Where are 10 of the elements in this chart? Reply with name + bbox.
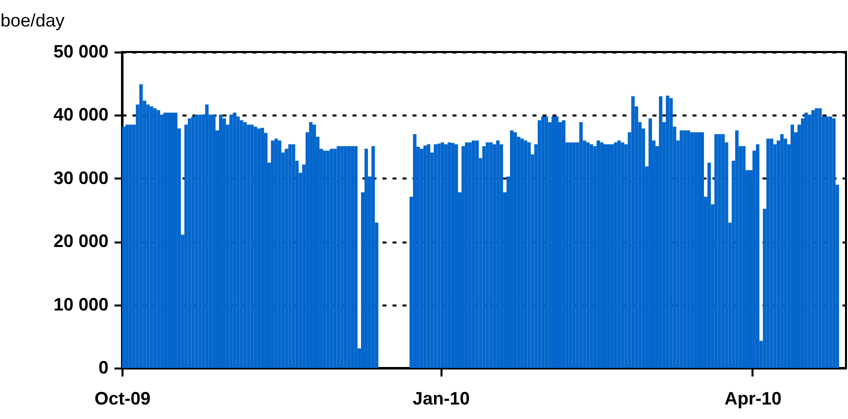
- y-tick-label: 10 000: [53, 294, 108, 314]
- y-tick-label: 20 000: [53, 231, 108, 252]
- y-tick-label: 50 000: [53, 42, 108, 62]
- x-tick-label: Oct-09: [94, 388, 151, 408]
- x-tick-label: Jan-10: [412, 388, 470, 408]
- x-tick-label: Apr-10: [724, 388, 782, 408]
- y-tick-label: 30 000: [53, 168, 108, 188]
- y-tick-label: 40 000: [53, 104, 108, 125]
- y-axis-title: boe/day: [0, 10, 65, 30]
- y-tick-label: 0: [98, 358, 108, 378]
